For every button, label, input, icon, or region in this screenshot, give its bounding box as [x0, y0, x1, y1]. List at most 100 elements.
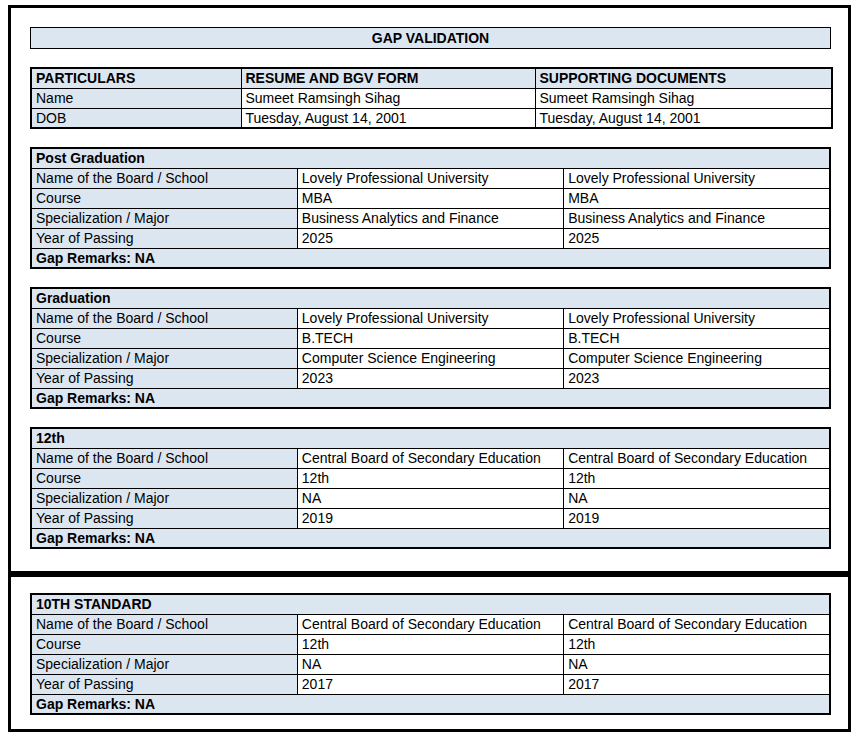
- section-header-row: Graduation: [31, 288, 830, 308]
- supporting-value: Business Analytics and Finance: [564, 208, 830, 228]
- row-label: Name of the Board / School: [31, 614, 297, 634]
- row-label: Year of Passing: [31, 508, 297, 528]
- table-header-row: PARTICULARS RESUME AND BGV FORM SUPPORTI…: [31, 68, 832, 88]
- supporting-value: Lovely Professional University: [564, 168, 830, 188]
- table-row: Specialization / Major Business Analytic…: [31, 208, 830, 228]
- section-header-row: 12th: [31, 428, 830, 448]
- table-row: Course 12th 12th: [31, 468, 830, 488]
- particulars-table: PARTICULARS RESUME AND BGV FORM SUPPORTI…: [30, 67, 833, 129]
- supporting-value: Tuesday, August 14, 2001: [535, 108, 832, 128]
- row-label: Year of Passing: [31, 674, 297, 694]
- page-title: GAP VALIDATION: [30, 27, 831, 49]
- supporting-value: 2019: [564, 508, 830, 528]
- resume-value: Lovely Professional University: [297, 308, 563, 328]
- table-row: Year of Passing 2023 2023: [31, 368, 830, 388]
- table-row: Year of Passing 2025 2025: [31, 228, 830, 248]
- resume-value: 2023: [297, 368, 563, 388]
- row-label: Year of Passing: [31, 368, 297, 388]
- supporting-value: 2025: [564, 228, 830, 248]
- column-header-particulars: PARTICULARS: [31, 68, 241, 88]
- gap-remarks-row: Gap Remarks: NA: [31, 528, 830, 548]
- supporting-value: NA: [564, 654, 830, 674]
- supporting-value: Central Board of Secondary Education: [564, 614, 830, 634]
- resume-value: Central Board of Secondary Education: [297, 448, 563, 468]
- resume-value: Central Board of Secondary Education: [297, 614, 563, 634]
- table-row: Year of Passing 2019 2019: [31, 508, 830, 528]
- row-label: Name: [31, 88, 241, 108]
- section-12th: 12th Name of the Board / School Central …: [30, 427, 831, 549]
- section-title: Graduation: [31, 288, 830, 308]
- gap-remarks: Gap Remarks: NA: [31, 694, 830, 714]
- supporting-value: 12th: [564, 468, 830, 488]
- table-row: Name of the Board / School Lovely Profes…: [31, 308, 830, 328]
- resume-value: NA: [297, 488, 563, 508]
- row-label: Specialization / Major: [31, 348, 297, 368]
- table-row: Specialization / Major NA NA: [31, 654, 830, 674]
- supporting-value: MBA: [564, 188, 830, 208]
- supporting-value: NA: [564, 488, 830, 508]
- row-label: Name of the Board / School: [31, 308, 297, 328]
- table-row: Year of Passing 2017 2017: [31, 674, 830, 694]
- section-title: 10TH STANDARD: [31, 594, 830, 614]
- supporting-value: 12th: [564, 634, 830, 654]
- gap-remarks-row: Gap Remarks: NA: [31, 694, 830, 714]
- row-label: DOB: [31, 108, 241, 128]
- resume-value: Tuesday, August 14, 2001: [241, 108, 535, 128]
- table-row: Name of the Board / School Lovely Profes…: [31, 168, 830, 188]
- section-10th-standard: 10TH STANDARD Name of the Board / School…: [30, 593, 831, 715]
- table-row-dob: DOB Tuesday, August 14, 2001 Tuesday, Au…: [31, 108, 832, 128]
- table-row: Course MBA MBA: [31, 188, 830, 208]
- supporting-value: Central Board of Secondary Education: [564, 448, 830, 468]
- row-label: Specialization / Major: [31, 208, 297, 228]
- resume-value: Business Analytics and Finance: [297, 208, 563, 228]
- resume-value: 12th: [297, 634, 563, 654]
- table-row-name: Name Sumeet Ramsingh Sihag Sumeet Ramsin…: [31, 88, 832, 108]
- table-row: Specialization / Major NA NA: [31, 488, 830, 508]
- supporting-value: 2017: [564, 674, 830, 694]
- table-row: Name of the Board / School Central Board…: [31, 614, 830, 634]
- row-label: Specialization / Major: [31, 654, 297, 674]
- gap-remarks: Gap Remarks: NA: [31, 528, 830, 548]
- main-content: GAP VALIDATION PARTICULARS RESUME AND BG…: [11, 8, 848, 549]
- section-header-row: 10TH STANDARD: [31, 594, 830, 614]
- column-header-supporting-documents: SUPPORTING DOCUMENTS: [535, 68, 832, 88]
- resume-value: 2025: [297, 228, 563, 248]
- gap-remarks-row: Gap Remarks: NA: [31, 248, 830, 268]
- row-label: Course: [31, 634, 297, 654]
- gap-remarks: Gap Remarks: NA: [31, 248, 830, 268]
- tenth-standard-frame: 10TH STANDARD Name of the Board / School…: [8, 574, 851, 732]
- table-row: Name of the Board / School Central Board…: [31, 448, 830, 468]
- section-title: 12th: [31, 428, 830, 448]
- resume-value: Sumeet Ramsingh Sihag: [241, 88, 535, 108]
- gap-remarks: Gap Remarks: NA: [31, 388, 830, 408]
- resume-value: Computer Science Engineering: [297, 348, 563, 368]
- row-label: Specialization / Major: [31, 488, 297, 508]
- section-title: Post Graduation: [31, 148, 830, 168]
- row-label: Year of Passing: [31, 228, 297, 248]
- gap-remarks-row: Gap Remarks: NA: [31, 388, 830, 408]
- row-label: Course: [31, 328, 297, 348]
- main-document-frame: GAP VALIDATION PARTICULARS RESUME AND BG…: [8, 5, 851, 574]
- row-label: Name of the Board / School: [31, 448, 297, 468]
- resume-value: Lovely Professional University: [297, 168, 563, 188]
- supporting-value: Computer Science Engineering: [564, 348, 830, 368]
- resume-value: NA: [297, 654, 563, 674]
- tenth-content: 10TH STANDARD Name of the Board / School…: [11, 577, 848, 715]
- supporting-value: B.TECH: [564, 328, 830, 348]
- section-post-graduation: Post Graduation Name of the Board / Scho…: [30, 147, 831, 269]
- resume-value: 2019: [297, 508, 563, 528]
- resume-value: 2017: [297, 674, 563, 694]
- resume-value: MBA: [297, 188, 563, 208]
- resume-value: 12th: [297, 468, 563, 488]
- resume-value: B.TECH: [297, 328, 563, 348]
- table-row: Course B.TECH B.TECH: [31, 328, 830, 348]
- table-row: Course 12th 12th: [31, 634, 830, 654]
- section-graduation: Graduation Name of the Board / School Lo…: [30, 287, 831, 409]
- row-label: Course: [31, 188, 297, 208]
- supporting-value: Sumeet Ramsingh Sihag: [535, 88, 832, 108]
- column-header-resume-bgv: RESUME AND BGV FORM: [241, 68, 535, 88]
- supporting-value: Lovely Professional University: [564, 308, 830, 328]
- supporting-value: 2023: [564, 368, 830, 388]
- row-label: Course: [31, 468, 297, 488]
- table-row: Specialization / Major Computer Science …: [31, 348, 830, 368]
